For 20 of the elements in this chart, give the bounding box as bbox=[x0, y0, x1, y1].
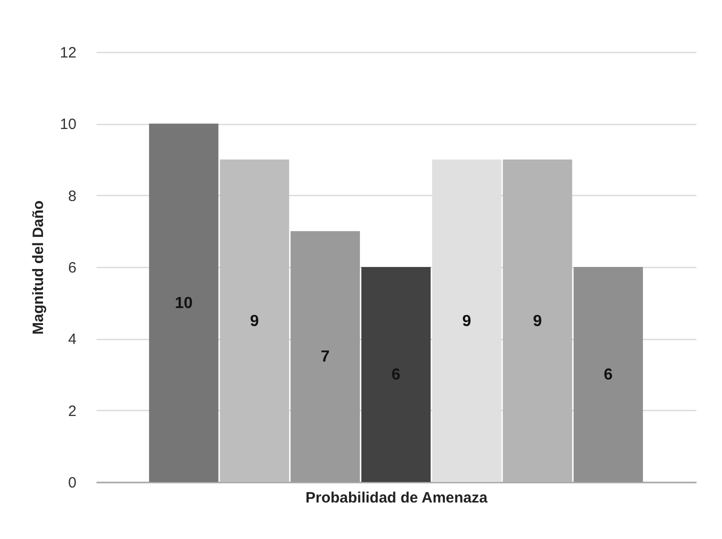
x-axis-title: Probabilidad de Amenaza bbox=[306, 490, 488, 506]
y-tick-label: 0 bbox=[68, 474, 76, 492]
bar bbox=[149, 124, 218, 482]
data-label: 7 bbox=[320, 348, 330, 366]
data-label: 10 bbox=[174, 294, 193, 312]
bar bbox=[361, 267, 431, 482]
data-label: 9 bbox=[462, 312, 472, 330]
data-label: 9 bbox=[250, 312, 260, 330]
y-tick-label: 10 bbox=[60, 116, 76, 134]
y-tick-label: 4 bbox=[68, 331, 76, 348]
y-tick-label: 6 bbox=[68, 260, 76, 276]
y-tick-label: 2 bbox=[68, 402, 76, 420]
data-label: 6 bbox=[604, 366, 613, 384]
data-label: 9 bbox=[533, 312, 542, 330]
y-tick-label: 12 bbox=[60, 44, 76, 62]
y-tick-label: 8 bbox=[68, 188, 76, 205]
bar bbox=[574, 267, 643, 482]
bar bbox=[502, 160, 572, 482]
bar bbox=[220, 160, 290, 482]
y-axis-title: Magnitud del Daño bbox=[30, 200, 47, 335]
